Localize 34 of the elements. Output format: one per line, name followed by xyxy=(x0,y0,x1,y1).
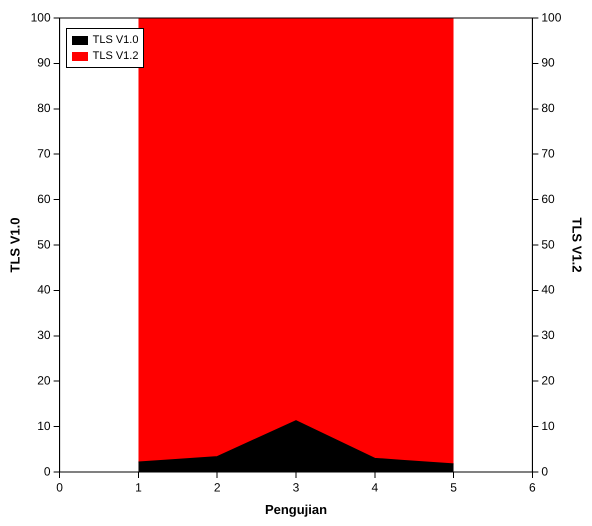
y2-tick-label: 60 xyxy=(541,192,556,206)
x-tick-label: 1 xyxy=(135,480,142,495)
y-tick-label: 50 xyxy=(37,237,51,252)
x-axis-title: Pengujian xyxy=(264,502,328,517)
x-tick-label: 0 xyxy=(56,480,64,495)
y2-tick-label: 70 xyxy=(541,146,556,161)
y2-tick-label: 90 xyxy=(541,56,556,70)
legend-label: TLS V1.2 xyxy=(92,50,138,62)
y-tick-label: 20 xyxy=(37,374,51,388)
x-tick-label: 5 xyxy=(450,480,458,495)
y-tick-label: 60 xyxy=(37,192,51,206)
x-tick-label: 2 xyxy=(214,480,221,495)
y-tick-label: 70 xyxy=(37,146,51,161)
y-tick-label: 80 xyxy=(37,101,51,116)
y2-tick-label: 80 xyxy=(541,101,556,116)
y-tick-label: 40 xyxy=(37,282,51,297)
y2-tick-label: 10 xyxy=(541,418,556,433)
y-tick-label: 0 xyxy=(44,464,51,478)
x-tick-label: 4 xyxy=(371,480,378,495)
y2-axis-title: TLS V1.2 xyxy=(570,218,585,272)
y-tick-label: 90 xyxy=(37,56,51,70)
y-axis-title: TLS V1.0 xyxy=(7,218,22,272)
y2-tick-label: 20 xyxy=(541,374,556,388)
y2-tick-label: 50 xyxy=(541,237,556,252)
legend-label: TLS V1.0 xyxy=(92,34,138,46)
y-tick-label: 10 xyxy=(37,418,51,433)
x-tick-label: 6 xyxy=(529,480,536,495)
y2-tick-label: 100 xyxy=(541,10,562,24)
y2-tick-label: 40 xyxy=(541,282,556,297)
y-tick-label: 30 xyxy=(37,328,51,342)
y-tick-label: 100 xyxy=(30,10,51,24)
y2-tick-label: 0 xyxy=(541,464,548,478)
x-tick-label: 3 xyxy=(292,480,300,495)
y2-tick-label: 30 xyxy=(541,328,556,342)
